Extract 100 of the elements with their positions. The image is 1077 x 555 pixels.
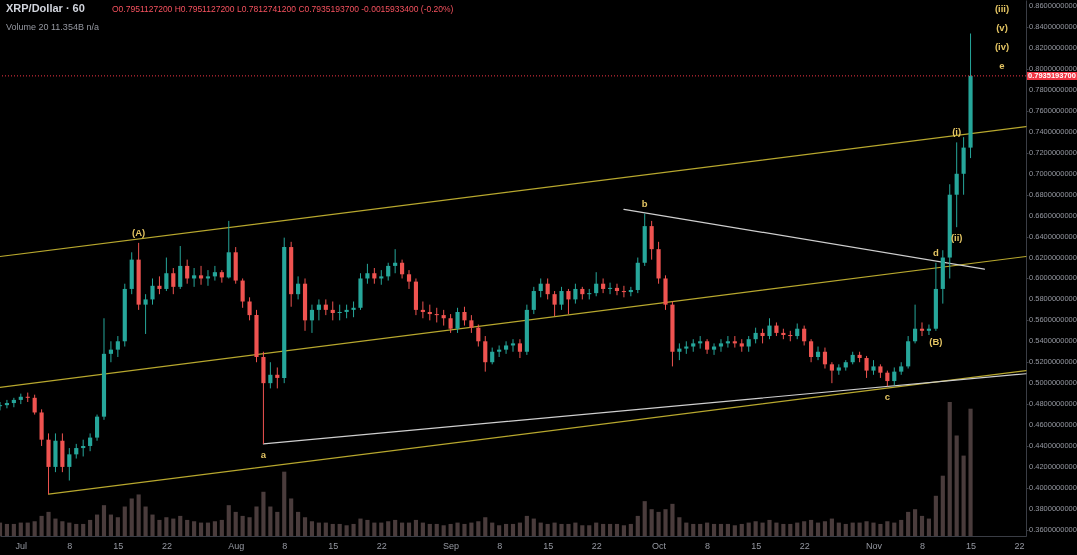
bar: [954, 435, 959, 536]
candlestick: [483, 335, 488, 373]
bar: [351, 523, 356, 536]
bar: [670, 503, 675, 536]
bar: [718, 523, 724, 536]
bar: [760, 522, 765, 536]
x-tick-label: Jul: [15, 540, 28, 551]
bar: [871, 522, 876, 536]
candlestick: [400, 259, 405, 279]
bar: [122, 506, 127, 536]
chart-subtitle: O0.7951127200 H0.7951127200 L0.7812741200 C0.7935193700 -0.0015933400 (-0.20%): [112, 4, 454, 14]
candlestick: [67, 447, 72, 482]
candlestick: [718, 338, 724, 353]
x-tick-label: 8: [282, 540, 288, 551]
bar: [268, 506, 273, 536]
annotation: (iii): [994, 3, 1010, 14]
bar: [899, 519, 904, 536]
bar: [836, 522, 841, 536]
bar: [926, 518, 932, 536]
bar: [476, 521, 481, 536]
bar: [205, 522, 211, 536]
x-tick-label: 8: [920, 540, 926, 551]
candlestick: [268, 361, 273, 389]
bar: [705, 522, 710, 536]
bar: [448, 523, 453, 536]
bar: [282, 471, 287, 536]
bar: [32, 521, 37, 536]
candlestick: [309, 304, 315, 334]
bar: [455, 522, 460, 536]
bar: [344, 525, 349, 536]
x-tick-label: Oct: [652, 540, 667, 551]
candlestick: [621, 285, 626, 298]
x-tick-label: 8: [497, 540, 503, 551]
bar: [413, 519, 419, 536]
bar: [587, 525, 592, 536]
bar: [746, 522, 751, 536]
bar: [517, 522, 523, 536]
candlestick: [566, 288, 571, 315]
bar: [753, 521, 758, 536]
candlestick: [476, 324, 481, 348]
candlestick: [94, 414, 100, 442]
x-tick-label: 8: [67, 540, 73, 551]
bar: [88, 519, 93, 536]
bar: [892, 522, 897, 536]
bar: [559, 523, 564, 536]
candlestick: [406, 269, 412, 290]
bar: [67, 522, 72, 536]
x-tick-label: 15: [328, 540, 339, 551]
x-tick-label: 22: [1014, 540, 1025, 551]
candlestick: [829, 361, 834, 384]
bar: [947, 402, 952, 536]
candlestick: [198, 265, 204, 286]
bar: [400, 522, 405, 536]
bar: [815, 522, 821, 536]
annotation: e: [999, 60, 1005, 71]
bar: [809, 519, 814, 536]
bar: [483, 517, 488, 536]
candlestick: [864, 355, 869, 379]
bar: [503, 523, 509, 536]
x-tick-label: 22: [161, 540, 172, 551]
bar: [711, 523, 717, 536]
bar: [732, 525, 737, 536]
bar: [365, 519, 370, 536]
bar: [698, 523, 703, 536]
annotation: c: [884, 391, 890, 403]
candlestick: [815, 346, 821, 361]
bar: [635, 515, 640, 536]
bar: [94, 514, 100, 536]
bar: [39, 515, 44, 536]
bar: [857, 522, 862, 536]
candlestick: [545, 277, 550, 300]
bar: [531, 518, 536, 536]
bar: [940, 475, 945, 536]
bar: [552, 522, 557, 536]
bar: [601, 523, 606, 536]
bar: [469, 522, 474, 536]
candlestick: [316, 298, 321, 321]
bar: [878, 523, 883, 536]
x-tick-label: 22: [591, 540, 602, 551]
candlestick: [809, 338, 814, 363]
candlestick: [538, 277, 543, 298]
candlestick: [185, 259, 190, 285]
bar: [677, 517, 682, 536]
candlestick: [192, 267, 197, 288]
candlestick: [448, 313, 453, 334]
bar: [386, 521, 391, 536]
bar: [788, 523, 793, 536]
bar: [490, 522, 495, 536]
bar: [358, 518, 363, 536]
x-tick-label: 15: [966, 540, 977, 551]
candlestick: [143, 293, 148, 335]
bar: [684, 522, 689, 536]
bar: [656, 511, 661, 536]
candlestick: [594, 271, 599, 297]
bar: [691, 523, 696, 536]
candlestick: [711, 342, 717, 356]
candlestick: [212, 265, 217, 282]
candlestick: [607, 282, 613, 295]
bar: [53, 518, 58, 536]
candlestick: [32, 394, 37, 416]
